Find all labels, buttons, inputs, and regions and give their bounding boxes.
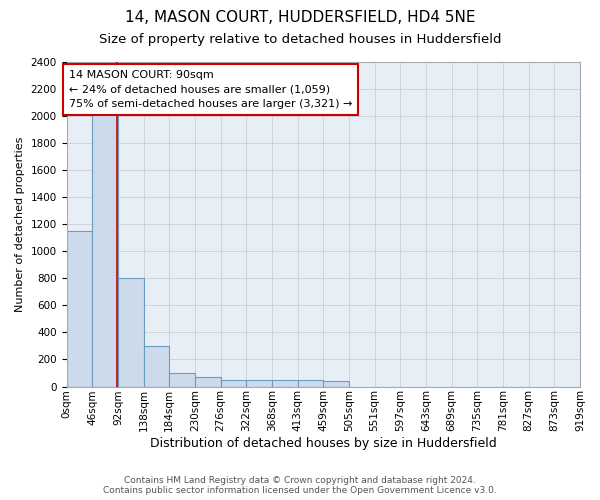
- Text: 14, MASON COURT, HUDDERSFIELD, HD4 5NE: 14, MASON COURT, HUDDERSFIELD, HD4 5NE: [125, 10, 475, 25]
- Bar: [323, 381, 349, 386]
- Bar: [272, 380, 298, 386]
- Bar: [118, 278, 143, 386]
- Bar: [195, 377, 221, 386]
- Text: 14 MASON COURT: 90sqm
← 24% of detached houses are smaller (1,059)
75% of semi-d: 14 MASON COURT: 90sqm ← 24% of detached …: [69, 70, 352, 109]
- Y-axis label: Number of detached properties: Number of detached properties: [15, 136, 25, 312]
- Bar: [67, 231, 92, 386]
- Bar: [298, 380, 323, 386]
- X-axis label: Distribution of detached houses by size in Huddersfield: Distribution of detached houses by size …: [150, 437, 497, 450]
- Text: Size of property relative to detached houses in Huddersfield: Size of property relative to detached ho…: [99, 32, 501, 46]
- Bar: [246, 380, 272, 386]
- Bar: [169, 373, 195, 386]
- Bar: [221, 380, 246, 386]
- Text: Contains HM Land Registry data © Crown copyright and database right 2024.
Contai: Contains HM Land Registry data © Crown c…: [103, 476, 497, 495]
- Bar: [92, 88, 118, 387]
- Bar: [143, 346, 169, 387]
